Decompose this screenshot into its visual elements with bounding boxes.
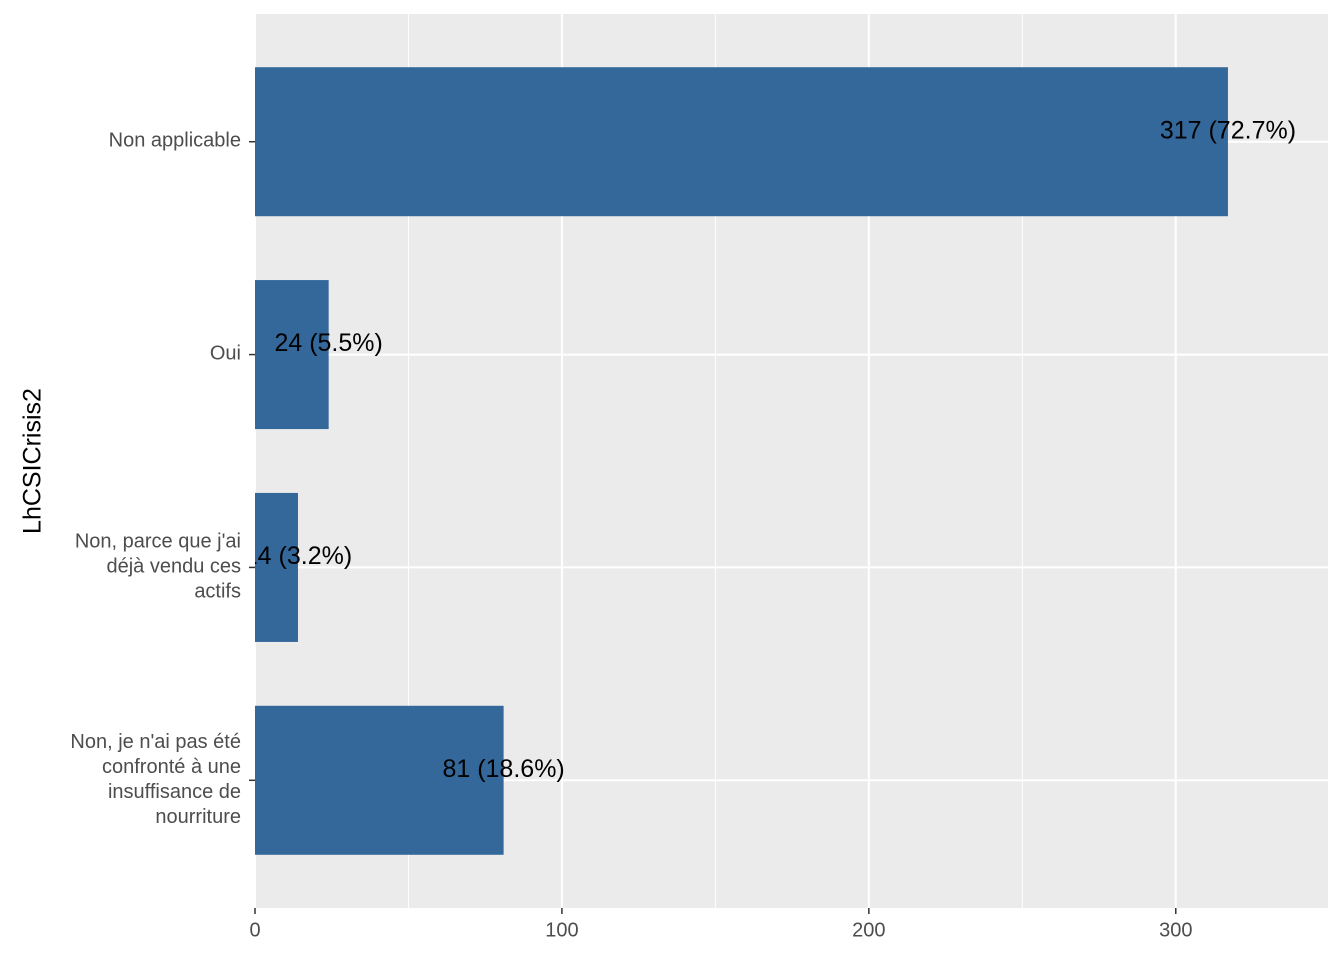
value-label: 14 (3.2%) bbox=[244, 542, 352, 570]
y-axis-title: LhCSICrisis2 bbox=[19, 388, 47, 534]
value-label: 317 (72.7%) bbox=[1160, 116, 1296, 144]
x-tick-label: 300 bbox=[1159, 919, 1192, 941]
y-tick-label: Non applicable bbox=[109, 130, 241, 152]
y-tick-label: Non, parce que j'ai déjà vendu ces actifs bbox=[75, 531, 241, 603]
y-tick-label: Non, je n'ai pas été confronté à une insuf… bbox=[70, 731, 241, 828]
x-tick-label: 100 bbox=[545, 919, 578, 941]
value-label: 24 (5.5%) bbox=[274, 329, 382, 357]
bars: 317 (72.7%) 24 (5.5%) 14 (3.2%) 81 (18.6%) bbox=[244, 67, 1296, 855]
x-tick-label: 0 bbox=[249, 919, 260, 941]
y-tick-label: Oui bbox=[210, 343, 241, 365]
bar bbox=[255, 280, 329, 430]
bar bbox=[255, 67, 1228, 217]
x-tick-label: 200 bbox=[852, 919, 885, 941]
bar bbox=[255, 492, 298, 642]
value-label: 81 (18.6%) bbox=[442, 755, 564, 783]
bar bbox=[255, 705, 504, 855]
